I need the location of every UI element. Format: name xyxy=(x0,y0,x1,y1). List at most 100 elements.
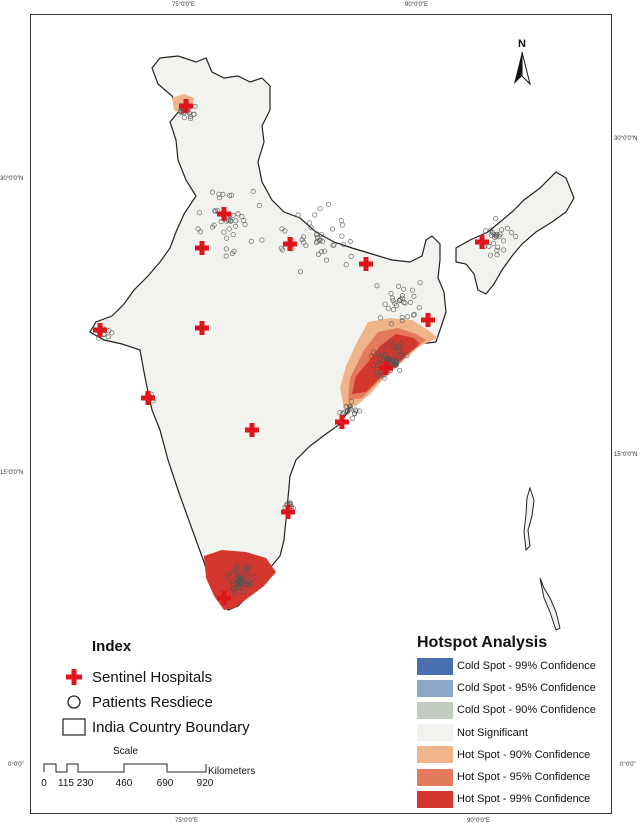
sentinel-hospital-marker xyxy=(217,207,231,221)
patient-residence-marker xyxy=(295,212,301,218)
patient-residence-marker xyxy=(315,251,321,257)
patient-residence-marker xyxy=(397,357,403,363)
patient-residence-marker xyxy=(244,572,250,578)
patient-residence-marker xyxy=(338,218,344,224)
patient-residence-marker xyxy=(245,582,251,588)
patient-residence-marker xyxy=(230,582,236,588)
hotspot-class-row: Hot Spot - 95% Confidence xyxy=(417,767,590,787)
sentinel-hospital-marker xyxy=(359,257,373,271)
patient-residence-marker xyxy=(394,362,400,368)
patient-residence-marker xyxy=(301,239,307,245)
patient-residence-marker xyxy=(331,242,337,248)
patient-residence-marker xyxy=(249,580,255,586)
patient-residence-marker xyxy=(377,315,383,321)
graticule-label-left-0: 0°0'0" xyxy=(8,762,24,768)
patient-residence-marker xyxy=(220,191,226,197)
patient-residence-marker xyxy=(299,237,305,243)
patient-residence-marker xyxy=(337,410,343,416)
graticule-label-bottom-75e: 75°0'0"E xyxy=(175,818,199,824)
india-northeast xyxy=(455,171,575,295)
hotspot-swatch xyxy=(417,724,453,742)
patient-residence-marker xyxy=(500,238,506,244)
patient-residence-marker xyxy=(250,188,256,194)
patient-residence-marker xyxy=(235,575,241,581)
patient-residence-marker xyxy=(231,248,237,254)
hotspot-class-label: Cold Spot - 90% Confidence xyxy=(457,704,596,717)
patient-residence-marker xyxy=(191,111,197,117)
patient-residence-marker xyxy=(374,283,380,289)
patient-residence-marker xyxy=(392,353,398,359)
patient-residence-marker xyxy=(352,411,358,417)
patient-residence-marker xyxy=(234,563,240,569)
patient-residence-marker xyxy=(408,299,414,305)
patient-residence-marker xyxy=(308,224,314,230)
patient-residence-marker xyxy=(393,302,399,308)
patient-residence-marker xyxy=(237,585,243,591)
patient-residence-marker xyxy=(241,589,247,595)
patient-residence-marker xyxy=(256,203,262,209)
sentinel-hospital-marker xyxy=(245,423,259,437)
hotspot-swatch xyxy=(417,701,453,719)
sentinel-hospital-marker xyxy=(141,391,155,405)
patient-residence-marker xyxy=(224,218,230,224)
patient-residence-marker xyxy=(300,234,306,240)
patient-residence-marker xyxy=(401,286,407,292)
patient-residence-marker xyxy=(251,574,257,580)
patient-residence-marker xyxy=(187,113,193,119)
sentinel-hospital-marker xyxy=(179,99,193,113)
hotspot-class-label: Cold Spot - 95% Confidence xyxy=(457,682,596,695)
hotspot-class-row: Hot Spot - 90% Confidence xyxy=(417,745,590,765)
patient-residence-marker xyxy=(230,232,236,238)
patient-residence-marker xyxy=(297,269,303,275)
hotspot-class-label: Not Significant xyxy=(457,726,528,739)
patient-residence-marker xyxy=(488,227,494,233)
patient-residence-marker xyxy=(376,350,382,356)
patient-residence-marker xyxy=(236,578,242,584)
hotspot-swatch xyxy=(417,657,453,675)
graticule-label-top-90e: 90°0'0"E xyxy=(405,2,429,8)
patient-residence-marker xyxy=(319,238,325,244)
patient-residence-marker xyxy=(381,375,387,381)
patient-residence-marker xyxy=(385,355,391,361)
patient-residence-marker xyxy=(402,300,408,306)
patient-residence-marker xyxy=(387,338,393,344)
patient-residence-marker xyxy=(213,208,219,214)
patient-residence-marker xyxy=(223,246,229,252)
patient-residence-marker xyxy=(245,563,251,569)
sentinel-hospital-marker xyxy=(195,321,209,335)
patient-residence-marker xyxy=(397,296,403,302)
patient-residence-marker xyxy=(501,247,507,253)
patient-residence-marker xyxy=(399,318,405,324)
patient-residence-marker xyxy=(217,195,223,201)
sentinel-hospital-marker xyxy=(335,415,349,429)
sentinel-hospital-marker xyxy=(195,241,209,255)
north-arrow: N xyxy=(510,38,534,90)
scale-tick: 230 xyxy=(76,778,94,789)
patient-residence-marker xyxy=(490,240,496,246)
graticule-label-left-15n: 15°0'0"N xyxy=(0,470,24,476)
patient-residence-marker xyxy=(278,245,284,251)
hotspot-class-row: Cold Spot - 90% Confidence xyxy=(417,700,596,720)
patient-residence-marker xyxy=(109,330,115,336)
outline-box-icon xyxy=(62,717,86,737)
scale-tick: 0 xyxy=(41,778,47,789)
patient-residence-marker xyxy=(209,189,215,195)
patient-residence-marker xyxy=(318,249,324,255)
patient-residence-marker xyxy=(385,305,391,311)
hotspot-class-label: Hot Spot - 99% Confidence xyxy=(457,793,591,806)
patient-residence-marker xyxy=(312,212,318,218)
patient-residence-marker xyxy=(181,115,187,121)
patient-residence-marker xyxy=(347,239,353,245)
patient-residence-marker xyxy=(212,208,218,214)
patient-residence-marker xyxy=(188,116,194,122)
legend-item-country-boundary: India Country Boundary xyxy=(62,716,250,738)
patient-residence-marker xyxy=(388,290,394,296)
patient-residence-marker xyxy=(497,233,503,239)
patient-residence-marker xyxy=(390,307,396,313)
india-mainland xyxy=(89,55,447,611)
hotspot-class-row: Cold Spot - 95% Confidence xyxy=(417,678,596,698)
hotspot-swatch xyxy=(417,746,453,764)
patient-residence-marker xyxy=(105,334,111,340)
patient-residence-marker xyxy=(509,230,515,236)
